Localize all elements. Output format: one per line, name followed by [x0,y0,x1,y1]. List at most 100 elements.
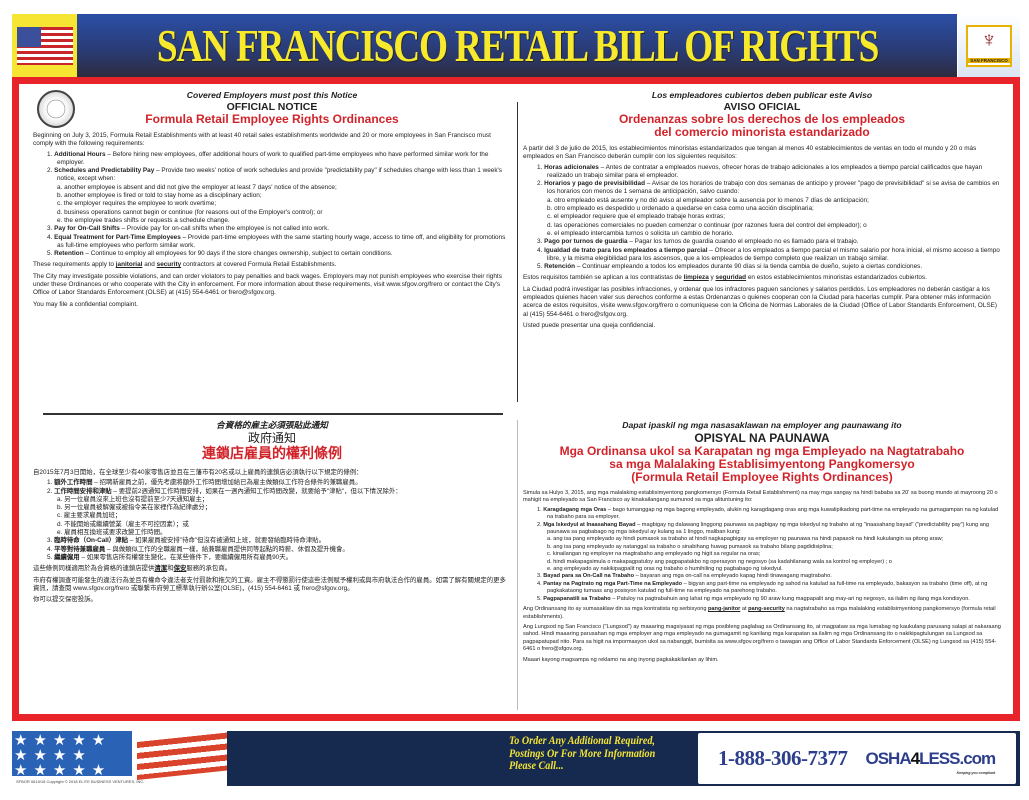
requirement-item: 1. Additional Hours – Before hiring new … [47,151,511,168]
item-text: – 要提前2週通知工作時間安排，如果在一週內通知工作時間改變，就要給予"津貼"，… [111,487,402,495]
emphasis-text: 清潔 [154,565,168,573]
logo-part: 4 [910,748,921,768]
item-number: 2. [47,487,53,495]
emphasis-text: pang-security [748,606,785,613]
item-label: Pantay na Pagtrato ng mga Part-Time na E… [543,580,683,587]
osha4less-logo: OSHA4LESS.com Keeping you compliant [865,748,996,775]
exception-item: b. ang isa pang empleyado ay natanggal s… [547,543,833,550]
exception-item: d. hindi makapagsimula o makapagpatuloy … [547,558,892,565]
item-label: Additional Hours [54,150,106,158]
exception-list: a. 另一位雇員沒來上班也沒有提前至少7天通知雇主； b. 另一位雇員被解僱或被指… [57,496,511,537]
requirement-item: 3. Bayad para sa On-Call na Trabaho – ba… [537,573,1001,580]
exception-item: e. the employee trades shifts or request… [57,216,230,224]
item-number: 2. [537,521,542,528]
order-line: Please Call... [509,760,564,772]
exception-item: c. kinailangan ng employer na magtrabaho… [547,551,761,558]
item-number: 1. [537,506,542,513]
emphasis-text: pang-janitor [708,606,741,613]
exception-item: a. otro empleado está ausente y no dió a… [547,196,869,204]
paragraph-text: 和 [167,565,174,573]
item-label: Horarios y pago de previsibilidad [544,180,645,188]
exception-item: d. 不能開始或繼續營業（雇主不可控因素）；或 [57,520,189,528]
paragraph-text: Maaari kayong magsampa ng reklamo na ang… [523,656,719,663]
paragraph-text: Ang Ordinansang ito ay sumasaklaw din sa… [523,606,709,613]
item-number: 3. [537,573,542,580]
ordinance-heading: Ordenanzas sobre los derechos de los emp… [618,112,906,126]
ordinance-heading: sa mga Malalaking Establisimyentong Pang… [609,457,915,471]
requirement-item: 2. Mga Iskedyul at Inaasahang Bayad – ma… [537,522,1001,574]
requirement-item: 1. 額外工作時間 – 招聘新雇員之前，優先考慮將額外工作時間增加給已為雇主做類… [47,479,511,487]
item-label: Equal Treatment for Part-Time Employees [54,233,181,241]
item-text: – 如果雇員被安排"待命"但沒有被通知上班，就要發給臨時待命津貼。 [127,537,325,545]
item-label: Pagpapanatili sa Trabaho [543,595,611,602]
section-tagalog: Dapat ipaskil ng mga nasasaklawan na emp… [523,420,1001,715]
notice-subtitle: Los empleadores cubiertos deben publicar… [651,90,873,100]
item-number: 4. [47,545,53,553]
notice-title: OPISYAL NA PAUNAWA [694,431,830,445]
item-number: 3. [537,238,543,246]
page-title-banner: SAN FRANCISCO RETAIL BILL OF RIGHTS [77,14,957,77]
item-text: – bayaran ang mga on-call na empleyado k… [634,573,832,580]
item-text: – Provide part-time employees with the s… [57,233,506,249]
item-label: 額外工作時間 [54,479,93,487]
paragraph-text: 服務的承包商。 [186,565,232,573]
item-label: Horas adicionales [544,163,599,171]
item-number: 4. [537,580,542,587]
emphasis-text: limpieza [683,274,709,282]
exception-item: e. el empleado intercambia turnos o soli… [547,229,734,237]
item-label: Retención [544,263,576,271]
item-label: Schedules and Predictability Pay [54,167,155,175]
requirement-item: 5. Retention – Continue to employ all em… [47,250,511,258]
exception-list: a. otro empleado está ausente y no dió a… [547,197,1001,238]
order-line: Postings Or For More Information [509,747,656,760]
item-text: – Avisar de los horarios de trabajo con … [547,180,1000,196]
paragraph-text: You may file a confidential complaint. [33,300,138,308]
exception-item: a. ang isa pang empleyado ay hindi pumas… [547,536,944,543]
copyright: SFBOR 0615/18 Copyright © 2018 ELITE BUS… [16,779,145,784]
requirement-item: 2. 工作時間安排和津貼 – 要提前2週通知工作時間安排，如果在一週內通知工作時… [47,488,511,538]
item-text: – magbigay ng dalawang linggong paunawa … [547,521,990,536]
item-number: 5. [537,263,543,271]
item-text: – bigyan ang part-time na empleyado ng s… [547,580,988,595]
logo-text: SAN FRANCISCO [968,57,1010,63]
requirement-item: 5. Retención – Continuar empleando a tod… [537,263,1001,271]
requirement-item: 4. Igualdad de trato para los empleados … [537,247,1001,264]
requirement-item: 2. Schedules and Predictability Pay – Pr… [47,167,511,225]
exception-item: d. business operations cannot begin or c… [57,208,323,216]
item-number: 5. [537,595,542,602]
paragraph: Estos requisitos también se aplican a lo… [523,274,1001,282]
paragraph-text: y [708,274,716,282]
item-number: 1. [47,479,53,487]
item-text: – 招聘新雇員之前，優先考慮將額外工作時間增加給已為雇主做類似工作符合條件的兼職… [92,479,362,487]
intro-text: 自2015年7月3日開始，在全球至少有40家零售店並且在三藩市有20名或以上雇員… [33,469,363,476]
paragraph-text: and [142,261,157,269]
notice-title: AVISO OFICIAL [723,101,801,113]
requirement-item: 3. Pago por turnos de guardia – Pagar lo… [537,238,1001,246]
section-spanish: Los empleadores cubiertos deben publicar… [523,90,1001,410]
requirements-list: 1. Horas adicionales – Antes de contrata… [537,164,1001,272]
requirement-item: 2. Horarios y pago de previsibilidad – A… [537,180,1001,238]
paragraph-text: at [740,606,749,613]
item-label: Mga Iskedyul at Inaasahang Bayad [543,521,636,528]
requirement-item: 1. Karagdagang mga Oras – bago tumanggap… [537,507,1001,522]
paragraph-text: La Ciudad podrá investigar las posibles … [523,285,997,318]
requirement-item: 4. Pantay na Pagtrato ng mga Part-Time n… [537,581,1001,596]
emphasis-text: janitorial [115,261,143,269]
ordinance-heading: Mga Ordinansa ukol sa Karapatan ng mga E… [559,444,965,458]
flag-graphic: ★★★★★ ★★★★ ★★★★★ SFBOR 0615/18 Copyright… [12,731,227,786]
exception-item: b. 另一位雇員被解僱或被指令呆在家裡作為紀律處分； [57,504,212,512]
item-text: – Pagar los turnos de guardia cuando el … [627,238,859,246]
section-divider [43,413,503,415]
phone-number: 1-888-306-7377 [718,746,848,770]
requirement-item: 3. 臨時待命（On-Call）津貼 – 如果雇員被安排"待命"但沒有被通知上班… [47,537,511,545]
item-label: 繼續僱用 [54,553,80,561]
intro-text: Simula sa Hulyo 3, 2015, ang mga malalak… [523,490,998,504]
emphasis-text: security [156,261,182,269]
paragraph-text: The City may investigate possible violat… [33,272,502,297]
paragraph: Usted puede presentar una queja confiden… [523,322,1001,330]
item-number: 2. [47,167,53,175]
paragraph-text: Usted puede presentar una queja confiden… [523,321,656,329]
item-number: 3. [47,537,53,545]
exception-item: c. el empleador requiere que el empleado… [547,213,725,221]
paragraph: You may file a confidential complaint. [33,301,511,309]
